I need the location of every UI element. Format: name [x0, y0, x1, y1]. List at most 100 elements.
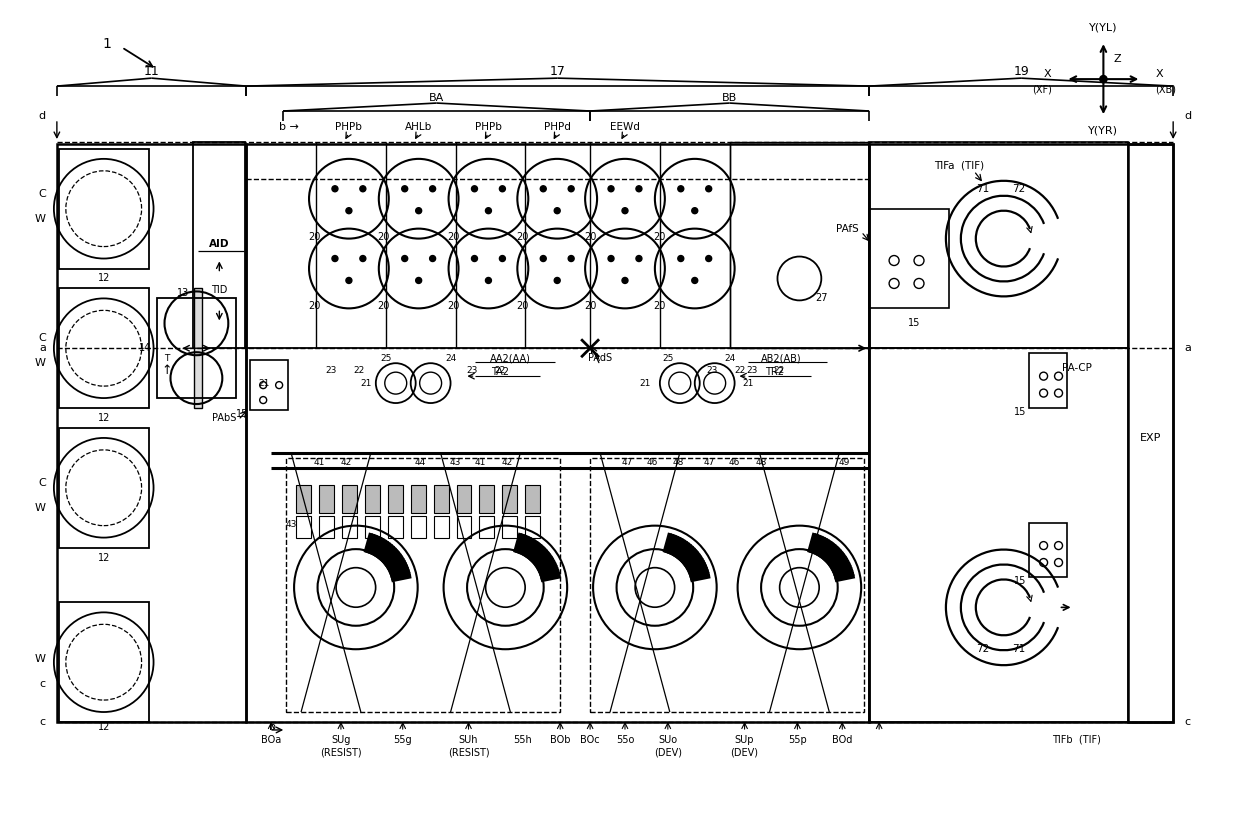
- Text: 20: 20: [516, 302, 528, 312]
- Text: 23: 23: [706, 365, 718, 375]
- Circle shape: [706, 256, 712, 261]
- Bar: [58, 603, 149, 722]
- Text: 20: 20: [653, 231, 666, 241]
- Bar: [1029, 354, 1066, 408]
- Text: PAbS: PAbS: [212, 413, 237, 423]
- Text: 20: 20: [448, 231, 460, 241]
- Bar: [869, 209, 949, 308]
- Circle shape: [332, 186, 339, 192]
- Text: 55g: 55g: [393, 735, 412, 745]
- Circle shape: [346, 208, 352, 214]
- Bar: [1029, 523, 1066, 577]
- Circle shape: [636, 186, 642, 192]
- Text: TIFa  (TIF): TIFa (TIF): [934, 161, 983, 171]
- Bar: [319, 515, 334, 538]
- Text: 15: 15: [1014, 577, 1027, 587]
- Bar: [526, 515, 541, 538]
- Text: PAfS: PAfS: [837, 224, 859, 234]
- Text: 71: 71: [976, 184, 990, 194]
- Circle shape: [568, 256, 574, 261]
- Text: ↑: ↑: [161, 364, 172, 376]
- Bar: [1128, 144, 1173, 722]
- Circle shape: [402, 256, 408, 261]
- Bar: [193, 142, 246, 349]
- Text: BOa: BOa: [262, 735, 281, 745]
- Text: 20: 20: [308, 231, 320, 241]
- Text: 20: 20: [653, 302, 666, 312]
- Text: AID: AID: [210, 239, 229, 249]
- Text: BB: BB: [722, 93, 738, 103]
- Bar: [502, 515, 517, 538]
- Text: 55o: 55o: [616, 735, 634, 745]
- Text: 23: 23: [325, 365, 336, 375]
- Bar: [156, 298, 237, 398]
- Text: AHLb: AHLb: [405, 122, 433, 132]
- Circle shape: [360, 256, 366, 261]
- Circle shape: [415, 277, 422, 283]
- Text: 22: 22: [734, 365, 745, 375]
- Text: (RESIST): (RESIST): [320, 747, 362, 758]
- Bar: [58, 149, 149, 268]
- Text: W: W: [35, 503, 46, 513]
- Bar: [480, 484, 495, 513]
- Text: T: T: [164, 354, 169, 363]
- Text: c: c: [1184, 717, 1190, 727]
- Text: a: a: [38, 344, 46, 354]
- Text: 24: 24: [724, 354, 735, 363]
- Text: EEWd: EEWd: [610, 122, 640, 132]
- Bar: [456, 515, 471, 538]
- Text: PHPd: PHPd: [544, 122, 570, 132]
- Bar: [729, 142, 869, 349]
- Bar: [365, 484, 379, 513]
- Circle shape: [692, 277, 698, 283]
- Text: 44: 44: [415, 458, 427, 468]
- Text: 47: 47: [621, 458, 632, 468]
- Text: d: d: [38, 111, 46, 121]
- Text: 17: 17: [549, 65, 565, 78]
- Text: TR2: TR2: [765, 367, 784, 377]
- Text: 41: 41: [314, 458, 325, 468]
- Text: Z: Z: [1114, 54, 1121, 65]
- Bar: [456, 484, 471, 513]
- Text: c: c: [40, 717, 46, 727]
- Circle shape: [541, 256, 547, 261]
- Text: 20: 20: [584, 302, 596, 312]
- Text: b: b: [269, 722, 277, 732]
- Text: 42: 42: [502, 458, 513, 468]
- Text: 20: 20: [378, 231, 389, 241]
- Text: AA2(AA): AA2(AA): [490, 353, 531, 363]
- Text: 27: 27: [815, 293, 827, 303]
- Bar: [296, 484, 311, 513]
- Text: 15: 15: [236, 409, 248, 419]
- Text: 22: 22: [495, 365, 506, 375]
- Bar: [365, 515, 379, 538]
- Text: SUp: SUp: [735, 735, 754, 745]
- Bar: [480, 515, 495, 538]
- Text: 15: 15: [1014, 407, 1027, 417]
- Text: BOb: BOb: [551, 735, 570, 745]
- Text: 25: 25: [381, 354, 392, 363]
- Text: Y(YL): Y(YL): [1089, 23, 1117, 33]
- Text: c: c: [40, 679, 46, 689]
- Circle shape: [346, 277, 352, 283]
- Text: 12: 12: [98, 552, 110, 562]
- Text: C: C: [38, 189, 46, 199]
- Text: 23: 23: [466, 365, 479, 375]
- Text: 21: 21: [258, 379, 270, 388]
- Text: SUg: SUg: [331, 735, 351, 745]
- Text: X: X: [1044, 70, 1052, 79]
- Text: 22: 22: [353, 365, 365, 375]
- Text: AB2(AB): AB2(AB): [761, 353, 802, 363]
- Text: 14: 14: [139, 344, 151, 354]
- Bar: [869, 144, 1173, 722]
- Text: W: W: [35, 358, 46, 368]
- Text: EXP: EXP: [1140, 433, 1161, 443]
- Text: TA2: TA2: [491, 367, 510, 377]
- Text: 13: 13: [177, 288, 190, 298]
- Text: 23: 23: [746, 365, 758, 375]
- Text: 46: 46: [646, 458, 657, 468]
- Text: 72: 72: [976, 644, 990, 654]
- Text: BOc: BOc: [580, 735, 600, 745]
- Bar: [296, 515, 311, 538]
- Circle shape: [500, 256, 506, 261]
